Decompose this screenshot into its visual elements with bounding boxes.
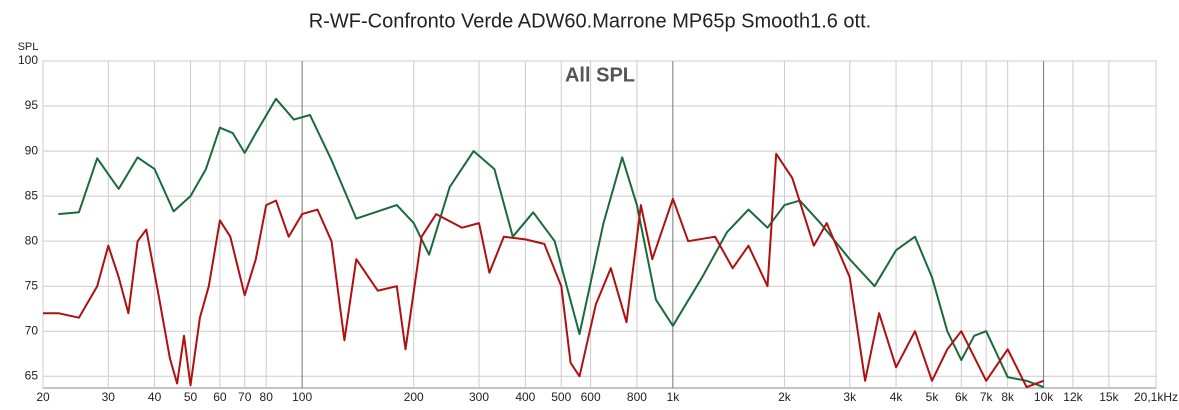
plot-lines xyxy=(43,97,1044,388)
x-tick-label: 100 xyxy=(292,390,312,404)
x-tick-label: 12k xyxy=(1063,390,1083,404)
x-tick-label: 3k xyxy=(843,390,857,404)
x-tick-label: 40 xyxy=(148,390,162,404)
y-axis-label: SPL xyxy=(18,41,39,53)
y-tick-label: 90 xyxy=(25,143,39,157)
x-tick-label: 60 xyxy=(213,390,227,404)
x-tick-label: 300 xyxy=(469,390,489,404)
x-tick-label: 400 xyxy=(515,390,535,404)
y-tick-label: 75 xyxy=(25,278,39,292)
y-tick-label: 95 xyxy=(25,98,39,112)
annotation: All SPL xyxy=(565,64,635,86)
y-tick-label: 65 xyxy=(25,368,39,382)
x-tick-label: 5k xyxy=(926,390,940,404)
series-line xyxy=(58,97,1044,388)
y-tick-label: 85 xyxy=(25,188,39,202)
x-tick-label: 70 xyxy=(238,390,252,404)
plot-frame xyxy=(42,60,1157,389)
x-tick-label: 15k xyxy=(1099,390,1119,404)
x-tick-label: 500 xyxy=(551,390,571,404)
x-tick-label: 20,1kHz xyxy=(1134,390,1178,404)
x-tick-label: 200 xyxy=(404,390,424,404)
x-tick-label: 600 xyxy=(581,390,601,404)
x-tick-label: 20 xyxy=(36,390,50,404)
x-tick-label: 7k xyxy=(980,390,994,404)
x-tick-label: 50 xyxy=(184,390,198,404)
x-tick-label: 2k xyxy=(778,390,792,404)
chart-title: R-WF-Confronto Verde ADW60.Marrone MP65p… xyxy=(309,10,871,32)
x-tick-label: 800 xyxy=(627,390,647,404)
x-tick-label: 4k xyxy=(890,390,904,404)
x-tick-label: 30 xyxy=(102,390,116,404)
y-tick-label: 100 xyxy=(18,53,38,67)
x-tick-label: 6k xyxy=(955,390,969,404)
x-tick-label: 10k xyxy=(1034,390,1054,404)
series-line xyxy=(43,152,1044,388)
y-tick-label: 80 xyxy=(25,233,39,247)
y-tick-label: 70 xyxy=(25,323,39,337)
x-tick-label: 1k xyxy=(667,390,681,404)
x-tick-label: 80 xyxy=(260,390,274,404)
x-tick-label: 8k xyxy=(1001,390,1015,404)
